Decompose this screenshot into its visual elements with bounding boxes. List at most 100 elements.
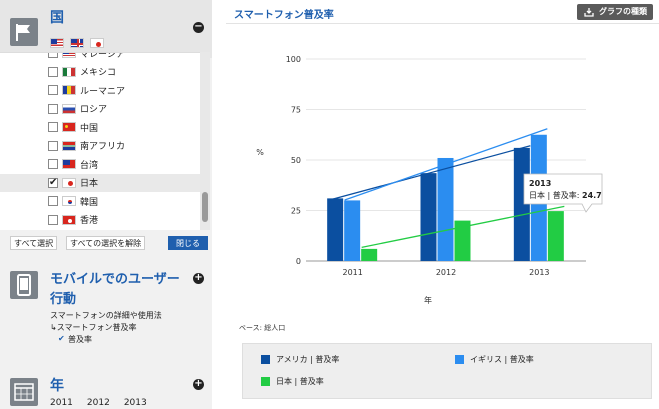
- checkmark-icon: ✔: [49, 176, 58, 188]
- country-checkbox[interactable]: [48, 103, 58, 114]
- bar: [513, 147, 530, 261]
- legend-item[interactable]: イギリス | 普及率: [455, 354, 534, 365]
- bar: [437, 157, 454, 261]
- country-option[interactable]: ロシア: [0, 100, 200, 119]
- bar: [547, 211, 564, 261]
- scrollbar-thumb[interactable]: [202, 192, 208, 222]
- country-label: マレーシア: [80, 52, 125, 60]
- mobile-section: モバイルでのユーザー 行動 + スマートフォンの詳細や使用法 ↳スマートフォン普…: [0, 262, 212, 367]
- year-list: 2011 2012 2013: [50, 398, 147, 408]
- year-option[interactable]: 2011: [50, 398, 73, 408]
- year-section: 年 + 2011 2012 2013: [0, 370, 212, 409]
- trendline: [327, 145, 531, 202]
- country-checkbox[interactable]: [48, 66, 58, 77]
- country-label: 台湾: [80, 160, 99, 171]
- country-label: ルーマニア: [80, 86, 126, 97]
- trendline: [344, 128, 548, 201]
- country-option[interactable]: 韓国: [0, 192, 200, 211]
- countries-title: 国: [50, 10, 64, 26]
- legend-label: イギリス | 普及率: [470, 355, 534, 364]
- legend-label: アメリカ | 普及率: [276, 355, 340, 364]
- country-checkbox[interactable]: ✔: [48, 176, 58, 188]
- base-note: ベース: 総人口: [239, 324, 286, 332]
- flag-jp-icon: [90, 38, 104, 48]
- flag-gb-icon: [70, 38, 84, 48]
- flag-za-icon: [62, 140, 76, 151]
- tooltip-title: 2013: [529, 179, 551, 188]
- x-tick-label: 2012: [436, 268, 456, 277]
- country-option[interactable]: 台湾: [0, 155, 200, 174]
- flag-jp-icon: [62, 177, 76, 188]
- country-checkbox[interactable]: [48, 196, 58, 207]
- mobile-title-line2[interactable]: 行動: [50, 292, 77, 307]
- y-tick-label: 0: [296, 257, 301, 266]
- bar: [344, 200, 361, 261]
- calendar-icon: [10, 378, 38, 406]
- bar: [327, 198, 344, 261]
- y-axis-label: %: [256, 148, 264, 157]
- smartphone-penetration-link[interactable]: ↳スマートフォン普及率: [50, 323, 137, 332]
- expand-year-button[interactable]: +: [193, 378, 204, 390]
- flag-cn-icon: [62, 122, 76, 133]
- year-option[interactable]: 2012: [86, 398, 110, 408]
- legend-label: 日本 | 普及率: [276, 377, 324, 386]
- countries-section-header: 国 −: [0, 0, 212, 58]
- country-option[interactable]: メキシコ: [0, 63, 200, 82]
- country-label: ロシア: [80, 105, 108, 116]
- country-checkbox[interactable]: [48, 214, 58, 225]
- legend: アメリカ | 普及率 イギリス | 普及率日本 | 普及率: [242, 343, 652, 399]
- flag-ru-icon: [62, 103, 76, 114]
- legend-item[interactable]: 日本 | 普及率: [261, 376, 324, 387]
- flag-ro-icon: [62, 85, 76, 96]
- country-checkbox[interactable]: [48, 85, 58, 96]
- collapse-countries-button[interactable]: −: [193, 21, 204, 33]
- country-option[interactable]: 中国: [0, 118, 200, 137]
- country-checkbox[interactable]: [48, 122, 58, 133]
- country-list: マレーシアメキシコルーマニアロシア中国南アフリカ台湾 ✔ 日本韓国香港: [0, 52, 200, 230]
- penetration-chart: 0 25 50 75 100% 年 2011 2012 2013 2013 日本 | 普及率: 24.…: [256, 55, 603, 305]
- flag-section-icon: [10, 18, 38, 46]
- country-checkbox[interactable]: [48, 140, 58, 151]
- download-icon: [584, 8, 594, 17]
- bar: [454, 220, 471, 261]
- x-tick-label: 2013: [529, 268, 549, 277]
- country-option[interactable]: ルーマニア: [0, 81, 200, 100]
- country-label: 香港: [80, 216, 99, 227]
- country-label: 中国: [80, 123, 99, 134]
- select-all-button[interactable]: すべて選択: [10, 236, 58, 250]
- country-label: 韓国: [80, 197, 99, 208]
- selected-country-flags: [50, 38, 104, 48]
- y-tick-label: 100: [286, 55, 301, 64]
- expand-mobile-button[interactable]: +: [193, 272, 204, 284]
- clear-selection-button[interactable]: すべての選択を解除: [66, 236, 146, 250]
- country-checkbox[interactable]: [48, 53, 58, 59]
- y-tick-label: 75: [291, 106, 301, 115]
- tooltip-value: 24.7: [582, 191, 602, 200]
- legend-swatch: [261, 377, 270, 386]
- selected-metric: 普及率: [68, 335, 92, 344]
- chart-type-label: グラフの種類: [599, 7, 647, 16]
- country-checkbox[interactable]: [48, 159, 58, 170]
- y-tick-label: 25: [291, 207, 301, 216]
- bar: [361, 248, 378, 261]
- close-button[interactable]: 閉じる: [168, 236, 208, 250]
- year-option[interactable]: 2013: [123, 398, 147, 408]
- chart-title: スマートフォン普及率: [234, 10, 334, 21]
- tooltip-label: 日本 | 普及率:: [529, 190, 579, 200]
- x-tick-label: 2011: [342, 268, 362, 277]
- country-option[interactable]: 南アフリカ: [0, 137, 200, 156]
- sidebar: 国 − マレーシアメキシコルーマニアロシア中国南アフリカ台湾 ✔ 日本韓国香港 すべ…: [0, 0, 212, 409]
- country-label: 南アフリカ: [80, 142, 126, 153]
- country-list-scrollbar[interactable]: [200, 52, 210, 230]
- year-title[interactable]: 年: [50, 378, 64, 394]
- tooltip-box: [523, 173, 603, 213]
- country-option[interactable]: 香港: [0, 211, 200, 230]
- mobile-title-line1[interactable]: モバイルでのユーザー: [50, 272, 180, 287]
- country-option[interactable]: マレーシア: [0, 52, 200, 63]
- country-label: メキシコ: [80, 68, 117, 79]
- chart-panel: スマートフォン普及率 グラフの種類 0 25 50 75 100% 年 2011 2012 20…: [226, 0, 659, 409]
- legend-item[interactable]: アメリカ | 普及率: [261, 354, 339, 365]
- flag-us-icon: [50, 38, 64, 48]
- chart-type-button[interactable]: グラフの種類: [577, 4, 653, 20]
- country-option[interactable]: ✔ 日本: [0, 173, 200, 192]
